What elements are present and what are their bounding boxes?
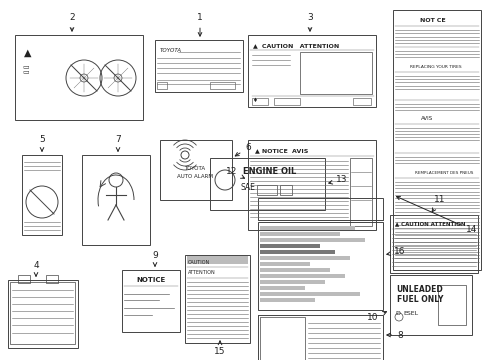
Text: NOT CE: NOT CE — [420, 18, 445, 23]
Text: 3: 3 — [307, 13, 313, 31]
Text: REPLACING YOUR TIRES: REPLACING YOUR TIRES — [410, 65, 462, 69]
Bar — [10, 282, 75, 344]
Text: SAE: SAE — [240, 183, 255, 192]
Text: D: D — [395, 311, 400, 316]
Bar — [260, 250, 335, 254]
Bar — [390, 275, 472, 335]
Bar — [260, 317, 305, 360]
Bar — [438, 285, 466, 325]
Text: AUTO ALARM: AUTO ALARM — [177, 174, 213, 179]
Bar — [22, 155, 62, 235]
Text: ▭: ▭ — [22, 63, 28, 69]
Bar — [185, 255, 250, 343]
Text: 10: 10 — [367, 311, 387, 323]
Bar — [260, 292, 360, 296]
Bar — [274, 98, 300, 105]
Bar — [260, 280, 325, 284]
Bar — [122, 270, 180, 332]
Bar — [8, 280, 78, 348]
Text: 4: 4 — [33, 261, 39, 276]
Bar — [18, 275, 30, 283]
Bar — [260, 244, 320, 248]
Bar — [15, 35, 143, 120]
Bar — [260, 286, 305, 290]
Bar — [210, 82, 235, 89]
Bar — [280, 185, 292, 195]
Bar — [258, 198, 383, 220]
Bar — [46, 275, 58, 283]
Text: ▲  CAUTION   ATTENTION: ▲ CAUTION ATTENTION — [253, 43, 339, 48]
Bar — [353, 98, 371, 105]
Text: ♦: ♦ — [252, 98, 257, 103]
Text: 2: 2 — [69, 13, 75, 31]
Text: 15: 15 — [214, 341, 226, 356]
Bar — [390, 215, 478, 273]
Bar — [350, 158, 372, 226]
Bar — [187, 256, 248, 264]
Text: ▭: ▭ — [22, 68, 28, 74]
Text: 5: 5 — [39, 135, 45, 151]
Text: ESEL: ESEL — [403, 311, 418, 316]
Bar — [258, 315, 383, 360]
Text: ENGINE OIL: ENGINE OIL — [244, 167, 296, 176]
Bar — [260, 268, 330, 272]
Text: 6: 6 — [235, 144, 251, 156]
Text: ▲: ▲ — [24, 48, 31, 58]
Bar — [260, 232, 340, 236]
Bar — [393, 10, 481, 270]
Bar — [260, 274, 345, 278]
Bar — [258, 222, 383, 310]
Bar — [300, 52, 372, 94]
Bar — [260, 262, 310, 266]
Bar — [160, 140, 232, 200]
Text: 14: 14 — [396, 196, 478, 234]
Text: TOYOTA: TOYOTA — [184, 166, 206, 171]
Text: 1: 1 — [197, 13, 203, 36]
Text: 8: 8 — [387, 330, 403, 339]
Bar — [82, 155, 150, 245]
Text: 12: 12 — [226, 167, 245, 178]
Bar — [248, 35, 376, 107]
Text: REMPLACEMENT DES PNEUS: REMPLACEMENT DES PNEUS — [415, 171, 473, 175]
Bar — [260, 298, 315, 302]
Text: ATTENTION: ATTENTION — [188, 270, 216, 275]
Bar — [155, 40, 243, 92]
Text: TOYOTA: TOYOTA — [160, 48, 182, 53]
Bar — [252, 98, 268, 105]
Bar — [260, 238, 365, 242]
Text: 13: 13 — [329, 175, 348, 184]
Text: ▲ NOTICE  AVIS: ▲ NOTICE AVIS — [255, 148, 308, 153]
Text: 11: 11 — [432, 195, 446, 212]
Bar — [257, 185, 277, 195]
Bar — [260, 256, 350, 260]
Text: FUEL ONLY: FUEL ONLY — [397, 295, 443, 304]
Bar — [157, 82, 167, 89]
Text: UNLEADED: UNLEADED — [396, 285, 443, 294]
Bar — [248, 140, 376, 230]
Text: AVIS: AVIS — [421, 116, 433, 121]
Text: 9: 9 — [152, 251, 158, 266]
Text: NOTICE: NOTICE — [136, 277, 166, 283]
Text: CAUTION: CAUTION — [188, 260, 210, 265]
Text: ▲ CAUTION ATTENTION: ▲ CAUTION ATTENTION — [395, 221, 465, 226]
Text: 16: 16 — [387, 248, 406, 256]
Bar — [210, 158, 325, 210]
Bar — [260, 226, 355, 230]
Text: 7: 7 — [115, 135, 121, 151]
